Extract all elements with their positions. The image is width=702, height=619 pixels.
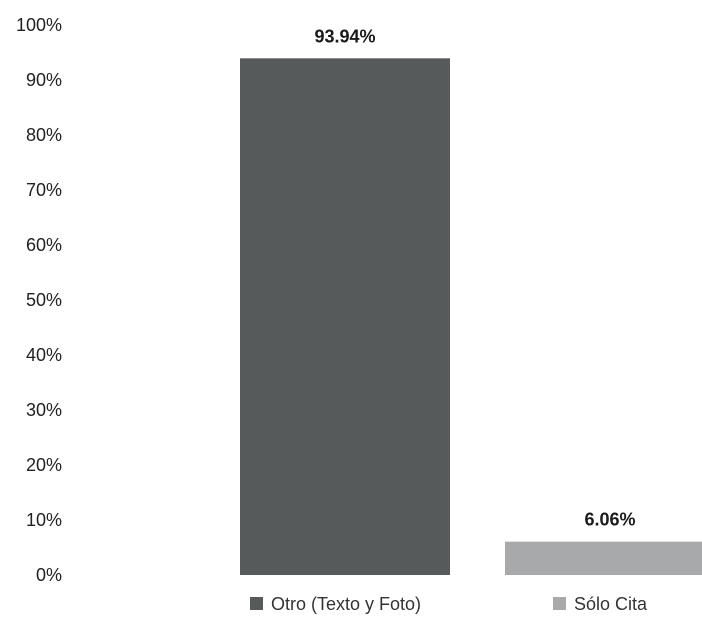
legend-swatch-solo-cita xyxy=(553,597,566,610)
y-axis-tick-labels: 0% 10% 20% 30% 40% 50% 60% 70% 80% 90% 100% xyxy=(16,15,62,585)
y-tick-label: 100% xyxy=(16,15,62,35)
legend-label-otro-texto-y-foto: Otro (Texto y Foto) xyxy=(271,594,421,614)
y-tick-label: 70% xyxy=(26,180,62,200)
data-labels: 93.94% 6.06% xyxy=(314,26,635,529)
bar-otro-texto-y-foto xyxy=(240,58,450,575)
y-tick-label: 30% xyxy=(26,400,62,420)
y-tick-label: 60% xyxy=(26,235,62,255)
bar-solo-cita xyxy=(505,541,702,575)
data-label-solo-cita: 6.06% xyxy=(584,510,635,530)
y-tick-label: 0% xyxy=(36,565,62,585)
y-tick-label: 90% xyxy=(26,70,62,90)
data-label-otro-texto-y-foto: 93.94% xyxy=(314,26,375,46)
y-tick-label: 50% xyxy=(26,290,62,310)
legend: Otro (Texto y Foto) Sólo Cita xyxy=(250,594,648,614)
y-tick-label: 10% xyxy=(26,510,62,530)
bars xyxy=(240,58,702,575)
y-tick-label: 20% xyxy=(26,455,62,475)
legend-swatch-otro-texto-y-foto xyxy=(250,597,263,610)
legend-label-solo-cita: Sólo Cita xyxy=(574,594,648,614)
y-tick-label: 80% xyxy=(26,125,62,145)
y-tick-label: 40% xyxy=(26,345,62,365)
